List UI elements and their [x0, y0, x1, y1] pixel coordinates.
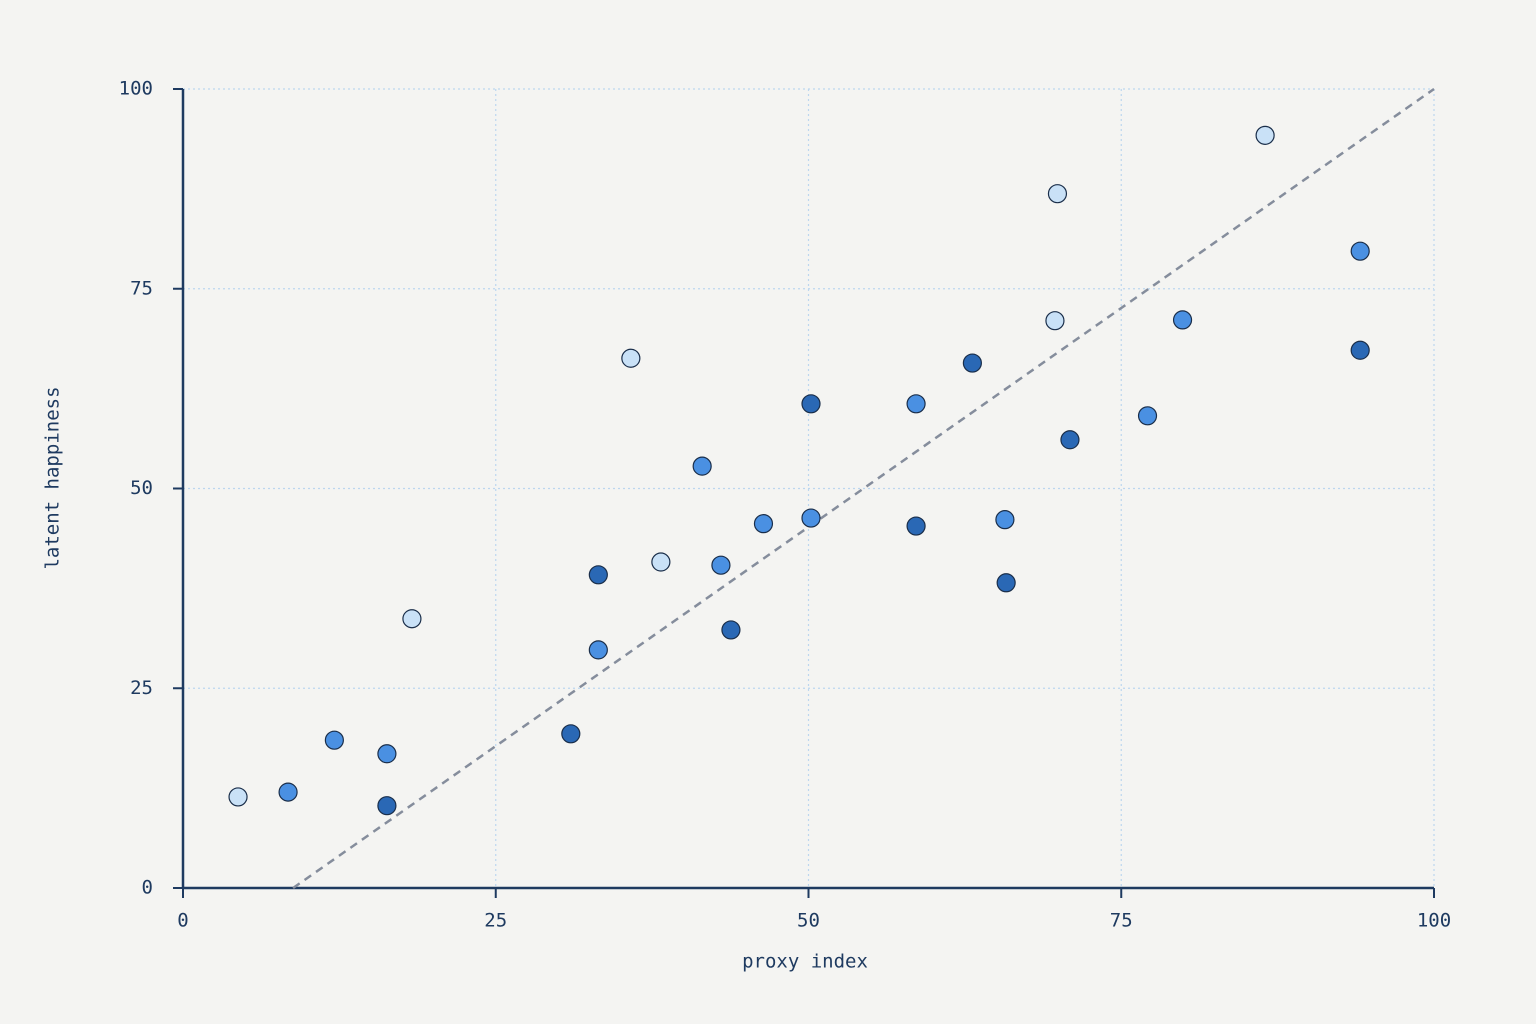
point: [692, 456, 712, 476]
point: [561, 724, 581, 744]
point: [721, 620, 741, 640]
y-tick-label: 100: [119, 78, 153, 100]
point: [621, 348, 641, 368]
point: [588, 640, 608, 660]
x-tick-label: 0: [177, 910, 188, 932]
y-tick-label: 25: [130, 677, 153, 699]
point: [1350, 241, 1370, 261]
point: [906, 516, 926, 536]
point: [377, 796, 397, 816]
y-axis-label: latent happiness: [42, 386, 64, 569]
point: [753, 514, 774, 534]
x-axis-label: proxy index: [742, 951, 868, 973]
point: [324, 730, 344, 750]
x-tick-label: 100: [1417, 910, 1451, 932]
point: [588, 565, 608, 585]
x-tick-label: 25: [484, 910, 507, 932]
point: [278, 782, 298, 802]
point: [1045, 311, 1065, 331]
y-tick-label: 50: [130, 477, 153, 499]
point: [1255, 125, 1275, 145]
point: [995, 510, 1015, 530]
point: [1350, 340, 1370, 360]
point: [962, 353, 982, 373]
point: [1172, 310, 1193, 330]
point: [402, 609, 422, 629]
point: [906, 394, 926, 414]
y-tick-label: 0: [142, 877, 153, 899]
point: [996, 573, 1016, 593]
point: [711, 555, 731, 575]
point: [1137, 406, 1158, 426]
y-tick-label: 75: [130, 277, 153, 299]
point: [228, 787, 248, 807]
point: [1060, 430, 1080, 450]
point: [377, 744, 397, 764]
x-tick-label: 75: [1110, 910, 1133, 932]
point: [651, 552, 671, 572]
point: [1047, 184, 1068, 204]
point: [801, 508, 821, 528]
x-tick-label: 50: [797, 910, 820, 932]
point: [801, 394, 821, 414]
